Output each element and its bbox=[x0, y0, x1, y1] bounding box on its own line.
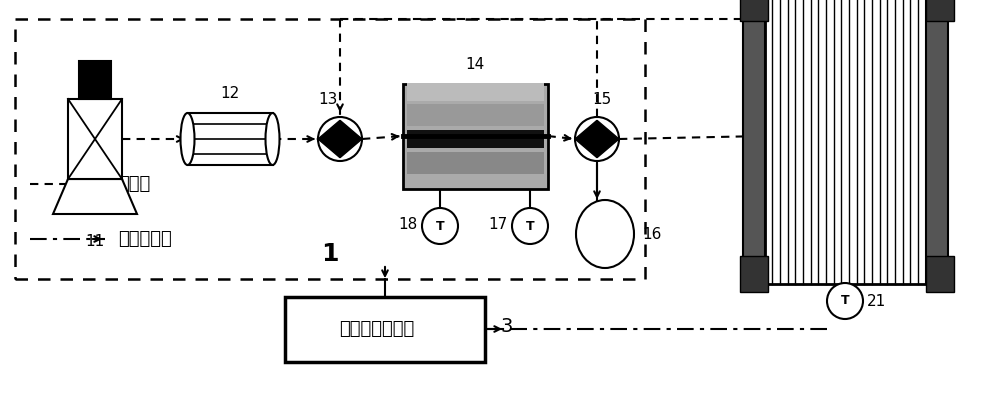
Circle shape bbox=[512, 208, 548, 244]
Bar bbox=[740, 255, 768, 292]
Ellipse shape bbox=[180, 113, 194, 165]
Bar bbox=[68, 99, 122, 179]
Text: T: T bbox=[841, 294, 849, 307]
Circle shape bbox=[422, 208, 458, 244]
Polygon shape bbox=[340, 120, 362, 158]
Circle shape bbox=[318, 117, 362, 161]
Text: 21: 21 bbox=[867, 294, 886, 309]
Circle shape bbox=[827, 283, 863, 319]
Text: 12: 12 bbox=[220, 86, 240, 101]
Text: 17: 17 bbox=[489, 216, 508, 232]
Text: T: T bbox=[526, 219, 534, 232]
Bar bbox=[285, 297, 485, 362]
Text: 13: 13 bbox=[318, 92, 338, 107]
Text: 16: 16 bbox=[642, 227, 661, 242]
Text: 3: 3 bbox=[500, 316, 512, 336]
Text: 控制信号线: 控制信号线 bbox=[118, 230, 172, 248]
Text: 18: 18 bbox=[399, 216, 418, 232]
Bar bbox=[406, 83, 544, 101]
Polygon shape bbox=[597, 120, 619, 158]
Bar bbox=[740, 0, 768, 20]
Text: 14: 14 bbox=[465, 56, 485, 71]
Polygon shape bbox=[575, 120, 597, 158]
Bar bbox=[402, 84, 548, 188]
Bar bbox=[926, 255, 954, 292]
Bar bbox=[406, 130, 544, 148]
Bar bbox=[926, 0, 948, 284]
Bar bbox=[742, 0, 765, 284]
Text: 燃料电池控制器: 燃料电池控制器 bbox=[339, 320, 415, 338]
Text: T: T bbox=[436, 219, 444, 232]
Ellipse shape bbox=[266, 113, 280, 165]
Text: 11: 11 bbox=[85, 234, 105, 249]
Bar bbox=[406, 104, 544, 126]
Text: 15: 15 bbox=[592, 92, 612, 107]
Polygon shape bbox=[318, 120, 340, 158]
Bar bbox=[188, 113, 272, 165]
Bar bbox=[406, 152, 544, 174]
Polygon shape bbox=[53, 179, 137, 214]
Text: 1: 1 bbox=[321, 242, 339, 266]
Text: 空气流: 空气流 bbox=[118, 175, 150, 193]
Ellipse shape bbox=[576, 200, 634, 268]
Bar bbox=[926, 0, 954, 20]
Bar bbox=[765, 0, 926, 284]
Circle shape bbox=[575, 117, 619, 161]
Bar bbox=[79, 61, 111, 99]
